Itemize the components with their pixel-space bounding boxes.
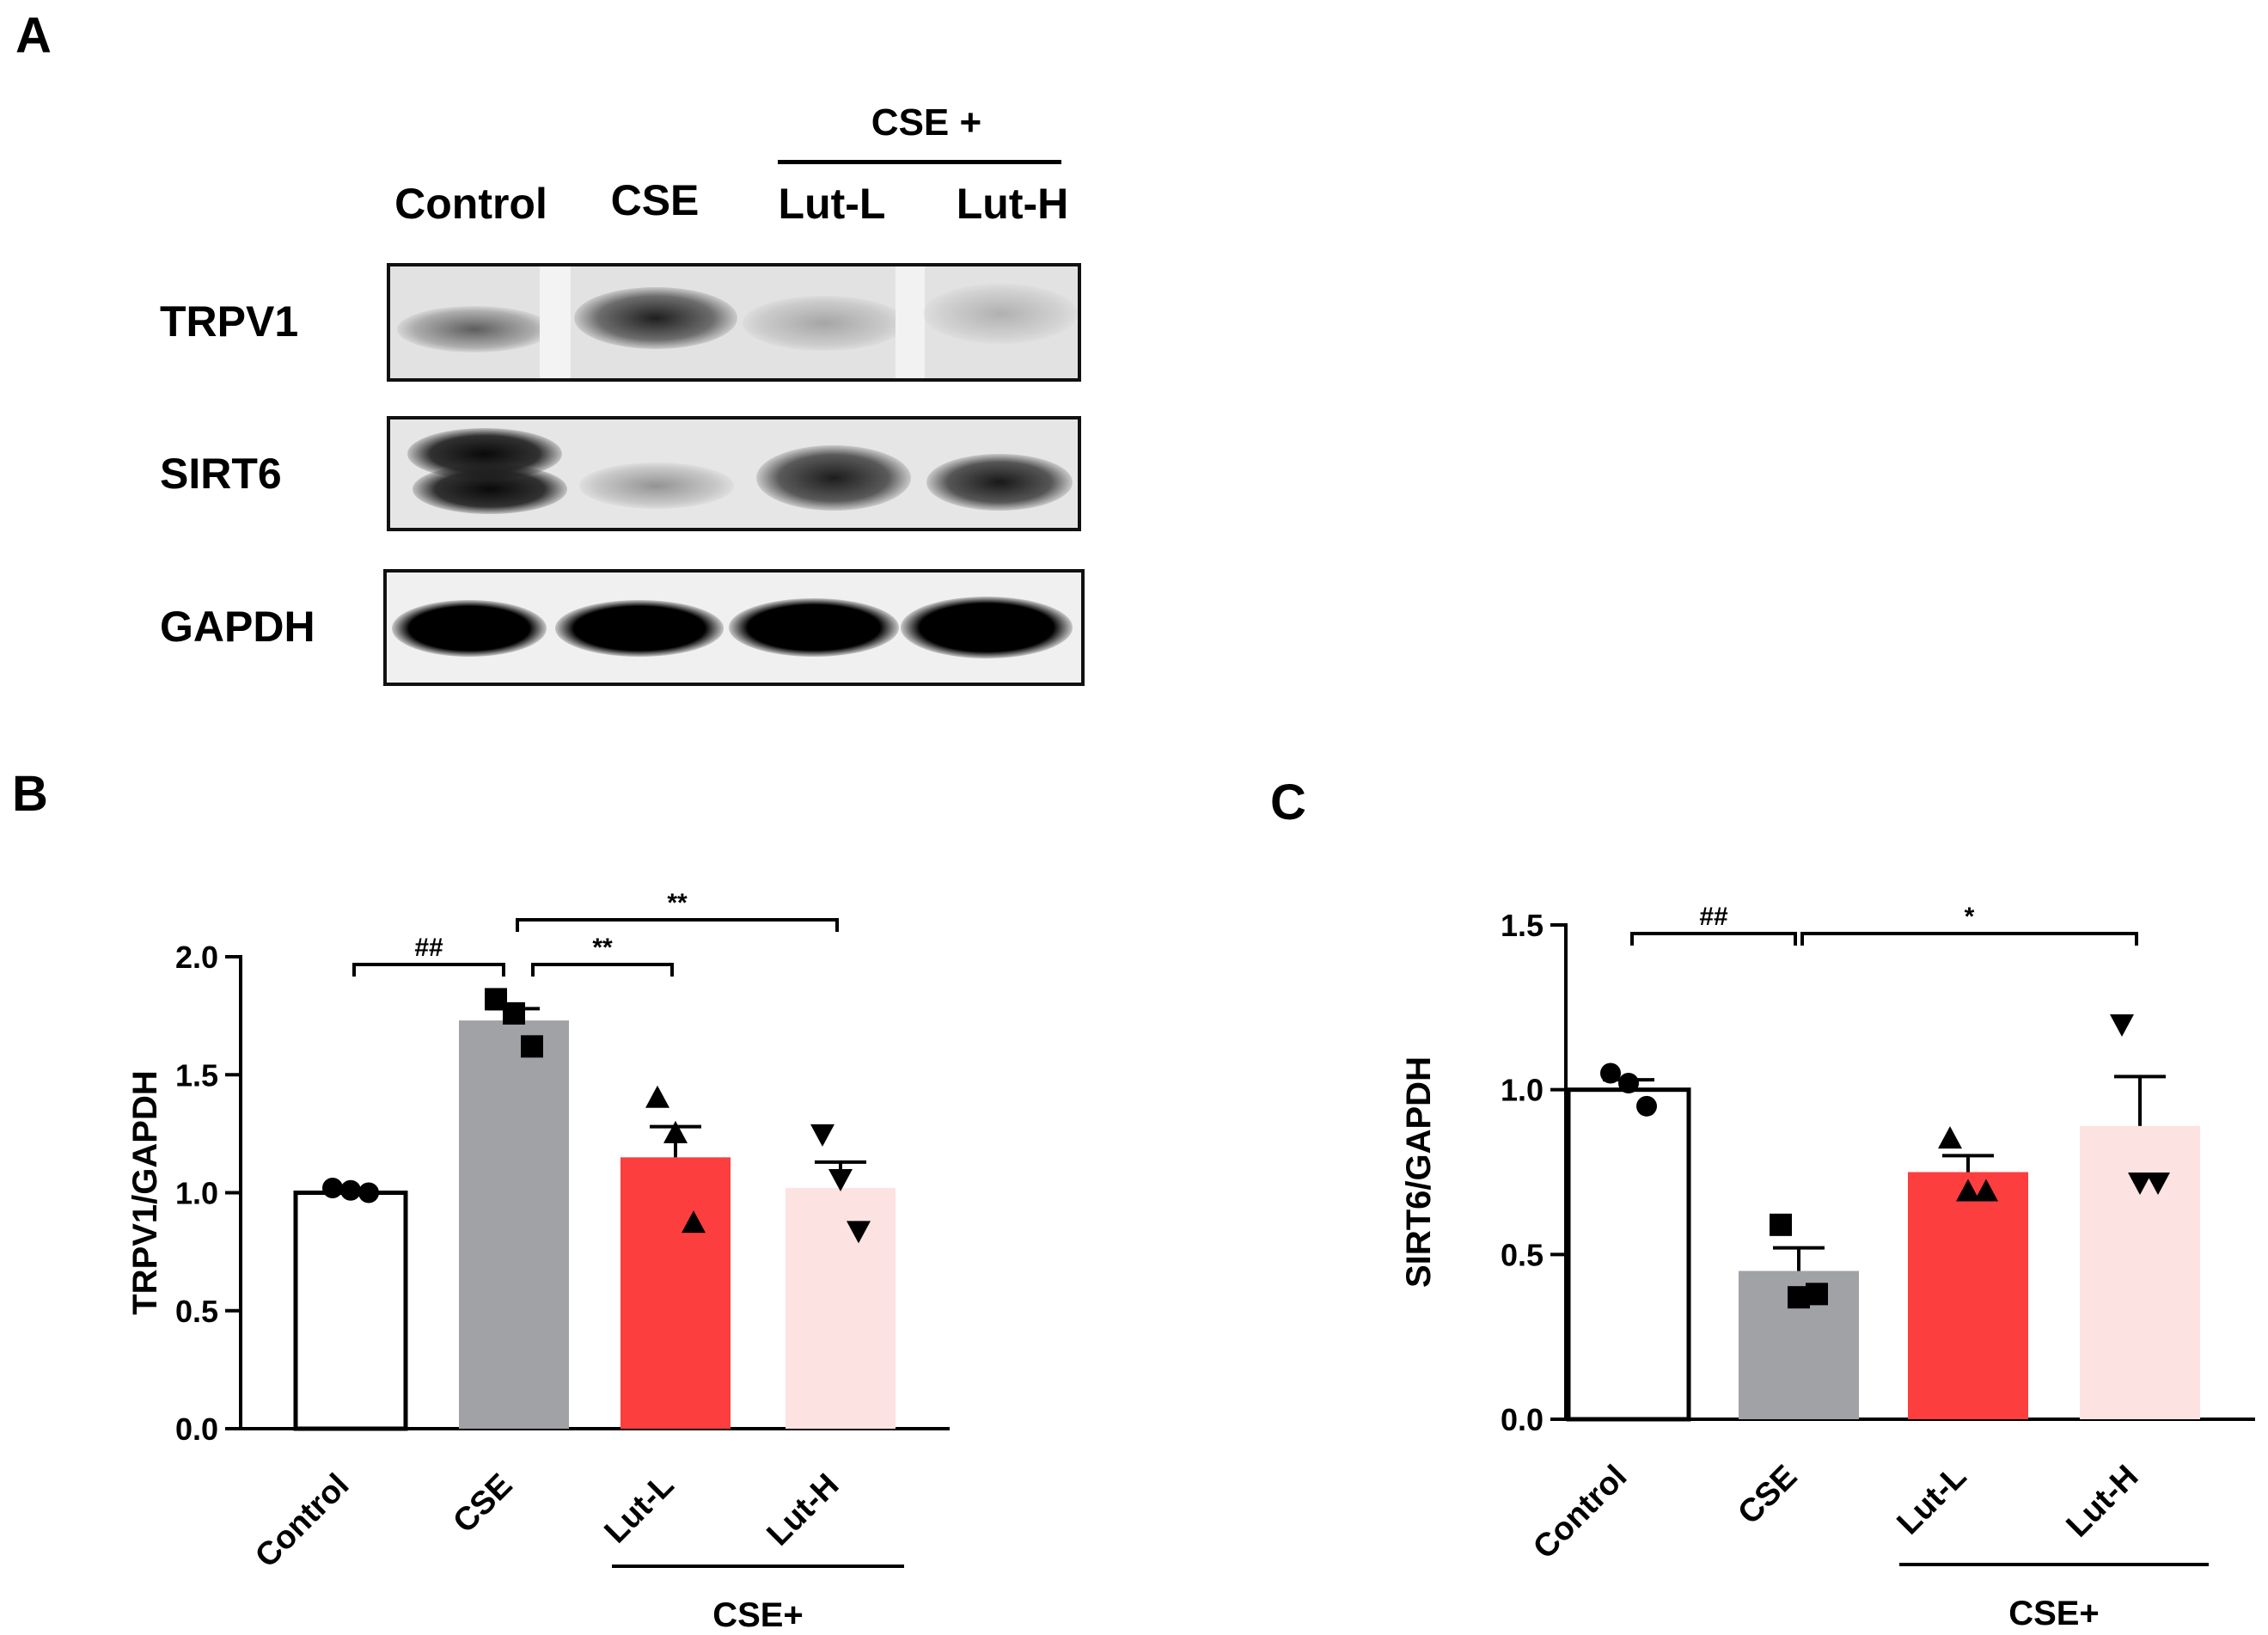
panel-c-y-tick-label: 0.5 — [1501, 1237, 1544, 1272]
row-label-trpv1: TRPV1 — [160, 297, 299, 346]
band — [413, 464, 567, 514]
panel-c-x-tick-label: CSE — [1731, 1459, 1804, 1532]
lane-label-cse: CSE — [610, 176, 700, 224]
panel-c-data-point — [2110, 1014, 2134, 1037]
panel-b-data-point — [521, 1035, 543, 1058]
panel-c-bar-lut-h — [2080, 1125, 2200, 1419]
panel-c-data-point — [2128, 1173, 2152, 1195]
panel-c-significance-bracket — [1630, 932, 1797, 946]
panel-b-data-point — [810, 1124, 834, 1147]
panel-label-b: B — [12, 766, 48, 822]
panel-b-y-tick-label: 1.5 — [175, 1057, 218, 1093]
band — [743, 296, 906, 351]
panel-b-bar-lut-l — [620, 1157, 731, 1429]
panel-c-data-point — [1938, 1126, 1962, 1149]
band — [392, 600, 547, 657]
panel-b-significance-bracket — [531, 963, 674, 977]
panel-c-significance-label: * — [1965, 903, 1975, 931]
blot-gapdh — [383, 569, 1085, 686]
band — [729, 598, 899, 657]
panel-b-significance-label: ## — [414, 934, 443, 962]
panel-b-significance-bracket — [352, 963, 505, 977]
panel-b-group-label: CSE+ — [712, 1596, 804, 1634]
panel-b-data-point — [358, 1182, 379, 1203]
panel-c-data-point — [2146, 1173, 2170, 1195]
band — [901, 597, 1073, 658]
blot-group-label: CSE + — [871, 101, 982, 144]
panel-b-y-axis-label: TRPV1/GAPDH — [126, 1070, 164, 1315]
panel-b-data-point — [340, 1179, 361, 1201]
panel-c-y-tick-label: 1.5 — [1501, 908, 1544, 943]
panel-b-data-point — [663, 1120, 688, 1143]
band — [756, 445, 911, 511]
lane-label-lut-l: Lut-L — [778, 180, 886, 228]
panel-c-data-point — [1770, 1213, 1792, 1236]
blot-trpv1 — [387, 263, 1081, 382]
band — [574, 287, 737, 349]
panel-b-x-tick-label: Lut-L — [598, 1467, 682, 1551]
lane-gap — [540, 266, 571, 378]
panel-b-y-tick-label: 1.0 — [175, 1176, 218, 1211]
lane-gap — [896, 266, 925, 378]
blot-group-bracket — [778, 160, 1061, 164]
row-label-gapdh: GAPDH — [160, 603, 315, 651]
panel-c-bar-lut-l — [1908, 1172, 2028, 1419]
panel-b-significance-label: ** — [667, 889, 688, 917]
band — [555, 600, 724, 657]
band — [397, 306, 552, 352]
panel-c-x-tick-label: Lut-L — [1891, 1459, 1974, 1542]
panel-c-x-tick-label: Lut-H — [2060, 1459, 2146, 1545]
panel-c-x-tick-label: Control — [1526, 1459, 1634, 1566]
lane-label-lut-h: Lut-H — [956, 180, 1069, 228]
band — [923, 284, 1078, 344]
panel-c-y-axis-label: SIRT6/GAPDH — [1400, 1056, 1438, 1288]
panel-b-data-point — [322, 1178, 343, 1199]
panel-b-bar-lut-h — [786, 1188, 896, 1429]
panel-c-data-point — [1956, 1179, 1980, 1202]
panel-b-y-tick-label: 2.0 — [175, 940, 218, 975]
panel-c-data-point — [1618, 1073, 1639, 1093]
panel-c-data-point — [1600, 1062, 1621, 1084]
panel-b-x-tick-label: Control — [248, 1467, 356, 1575]
panel-b-y-tick-label: 0.5 — [175, 1294, 218, 1329]
panel-label-c: C — [1270, 775, 1306, 830]
panel-b-x-tick-label: CSE — [446, 1467, 519, 1540]
panel-b-data-point — [682, 1210, 706, 1234]
panel-b-bar-control — [293, 1191, 408, 1431]
panel-c-group-label: CSE+ — [2008, 1595, 2100, 1632]
blot-sirt6 — [387, 416, 1081, 531]
band — [579, 462, 734, 509]
panel-c-significance-bracket — [1800, 932, 2138, 946]
lane-label-control: Control — [394, 180, 547, 228]
panel-b-data-point — [645, 1085, 669, 1108]
panel-c-data-point — [1806, 1283, 1828, 1306]
panel-c-data-point — [1636, 1095, 1657, 1117]
panel-b-y-tick-label: 0.0 — [175, 1411, 218, 1447]
panel-b-x-tick-label: Lut-H — [761, 1467, 847, 1553]
panel-c-y-tick-label: 0.0 — [1501, 1402, 1544, 1437]
panel-b-bar-cse — [459, 1020, 569, 1429]
row-label-sirt6: SIRT6 — [160, 450, 282, 498]
band — [926, 454, 1073, 511]
panel-c-y-tick-label: 1.0 — [1501, 1073, 1544, 1108]
panel-c-bar-control — [1566, 1087, 1691, 1422]
panel-b-data-point — [847, 1221, 871, 1244]
panel-c-data-point — [1974, 1179, 1998, 1202]
panel-b-significance-bracket — [516, 918, 839, 932]
panel-b-significance-label: ** — [592, 934, 613, 962]
panel-b-data-point — [503, 1001, 525, 1025]
panel-b-data-point — [828, 1169, 853, 1192]
panel-label-a: A — [15, 8, 52, 64]
panel-c-significance-label: ## — [1699, 903, 1728, 931]
